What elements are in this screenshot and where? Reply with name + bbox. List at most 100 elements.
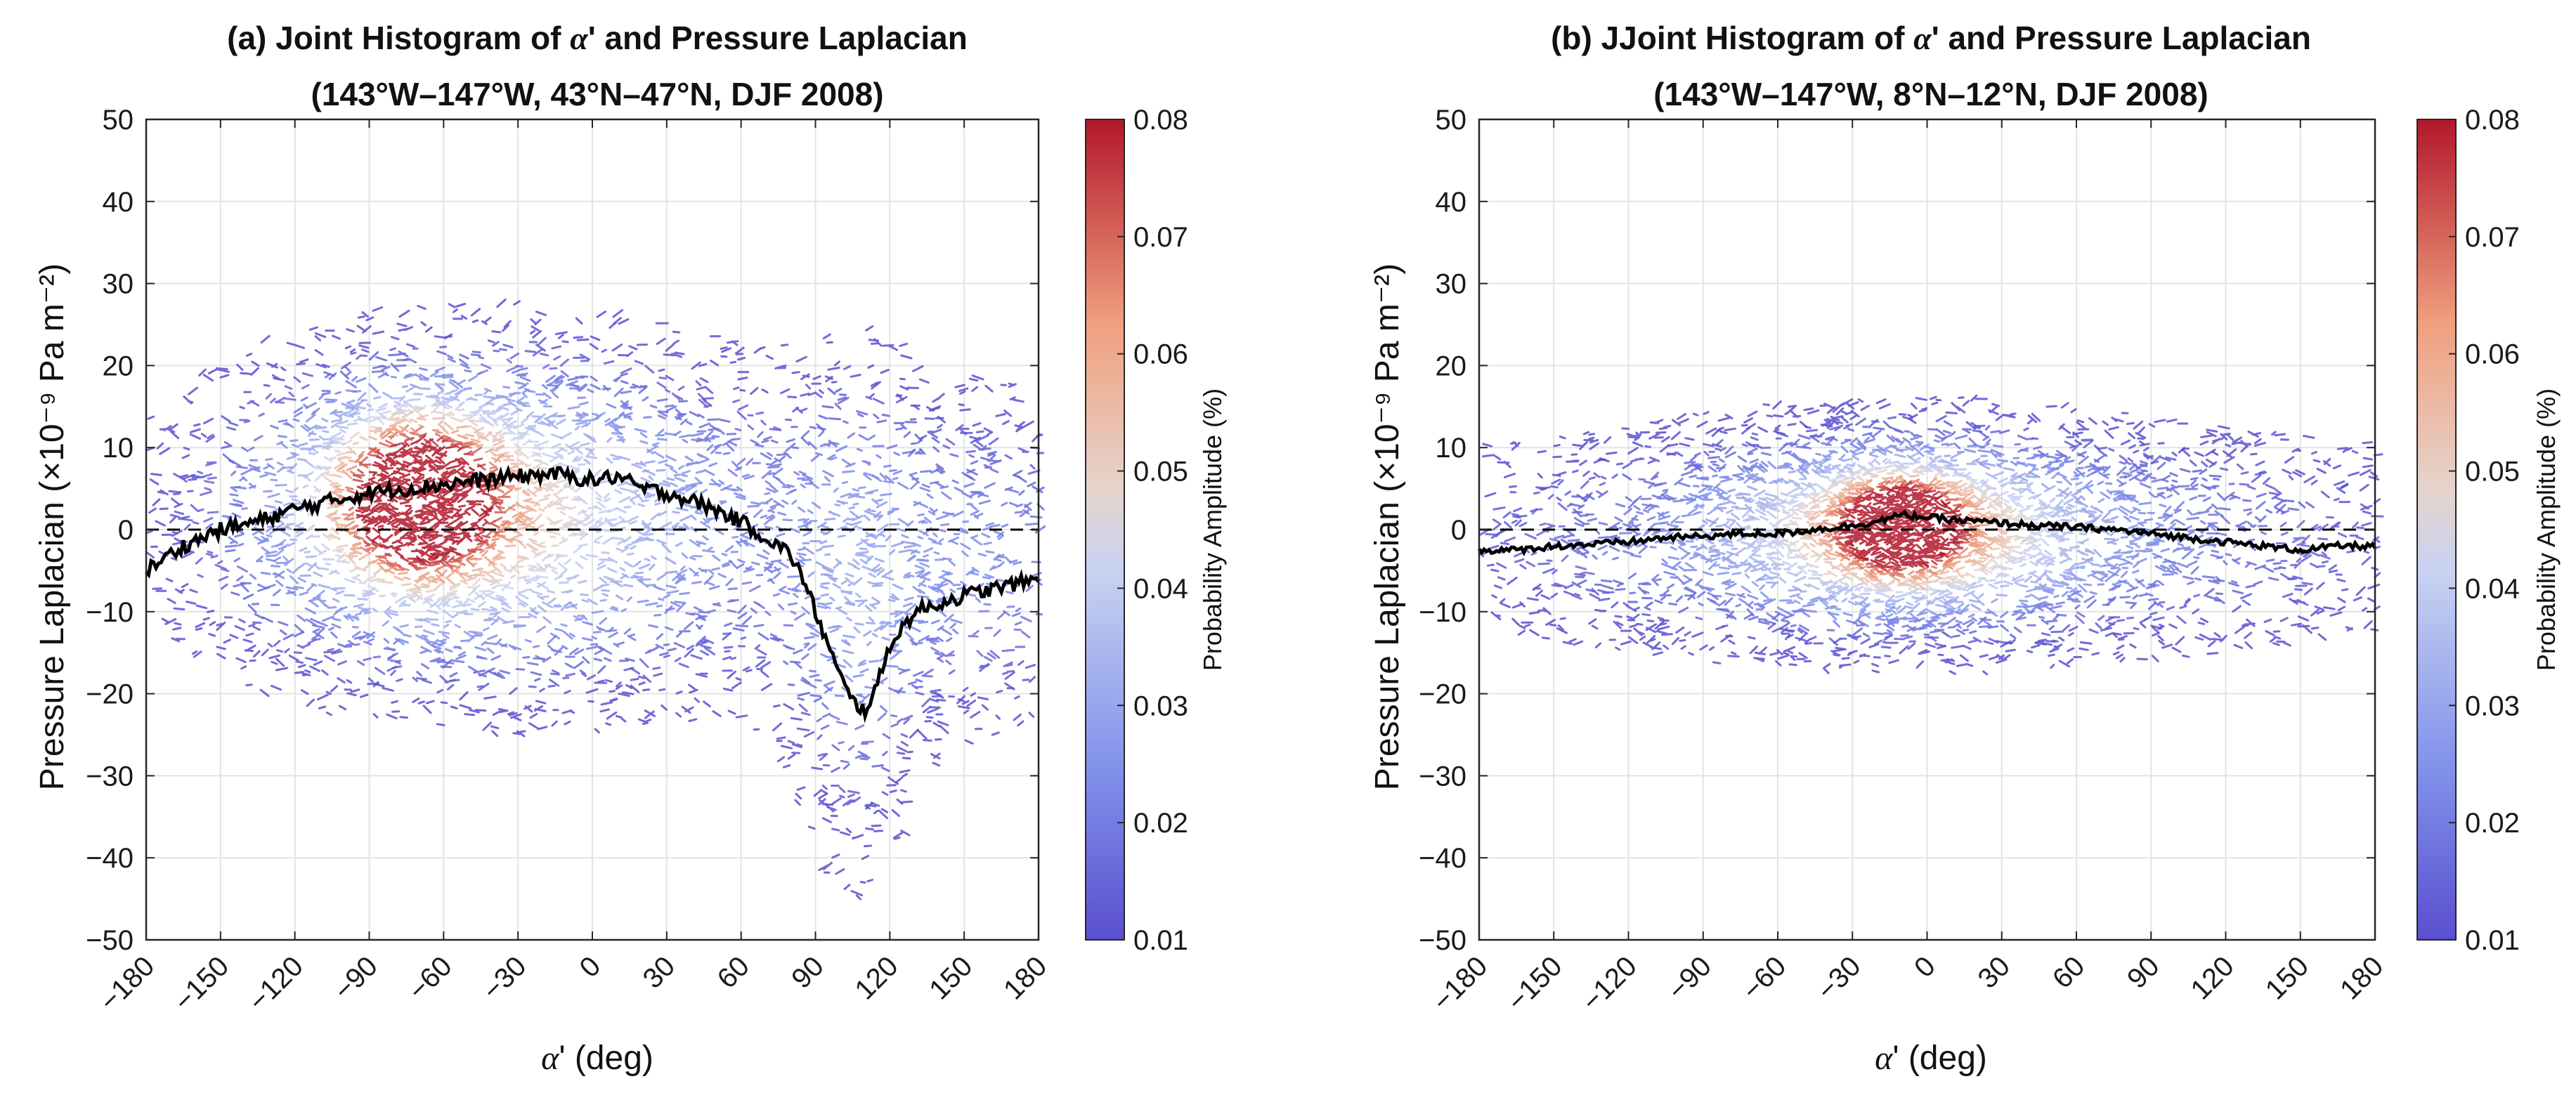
panel-a-xlabel: α' (deg) [541,1040,653,1077]
x-tick-label: −180 [94,950,161,1017]
x-tick-label: −150 [168,950,235,1017]
density-streaks [1971,536,1978,537]
y-tick-label: 40 [103,187,134,218]
panel-b-ylabel: Pressure Laplacian (×10⁻⁹ Pa m⁻²) [1369,263,1406,790]
density-streaks [1795,572,1801,575]
density-streaks [1883,567,1894,568]
density-streaks [561,512,564,514]
colorbar-tick-label: 0.08 [1133,105,1188,136]
density-streaks [1867,563,1873,564]
y-tick-label: −50 [86,925,134,956]
panel-b: (b) JJoint Histogram of α' and Pressure … [1369,20,2561,1077]
y-tick-label: −20 [1419,679,1466,710]
density-streaks [365,411,573,581]
density-streaks [2058,473,2066,477]
y-tick-label: −30 [1419,761,1466,792]
density-streaks [1743,497,2100,600]
density-streaks [299,377,1039,739]
x-tick-label: 60 [711,950,755,995]
density-streaks [1630,593,1635,594]
x-tick-label: −120 [1576,950,1643,1017]
panel-a-colorbar-ticks: 0.080.070.060.050.040.030.020.01 [1117,105,1188,956]
y-tick-label: −50 [1419,925,1466,956]
x-tick-label: 120 [2185,950,2240,1005]
density-streaks [471,609,479,610]
y-tick-label: 20 [1436,351,1467,381]
x-tick-label: −120 [242,950,309,1017]
density-streaks [516,539,522,542]
panel-b-colorbar-label: Probability Amplitude (%) [2532,388,2561,671]
density-streaks [452,551,460,555]
density-streaks [181,388,992,805]
panel-a-title: (a) Joint Histogram of α' and Pressure L… [227,20,968,56]
density-streaks [1849,568,1859,569]
panel-b-histogram [1480,395,2383,674]
density-streaks [2003,515,2009,516]
density-streaks [1939,554,1944,556]
density-streaks [483,523,486,525]
density-streaks [175,341,1028,804]
density-streaks [420,564,431,565]
x-tick-label: 90 [786,950,830,995]
density-streaks [433,418,444,419]
density-streaks [471,421,482,422]
colorbar-tick-label: 0.06 [1133,339,1188,370]
density-streaks [338,439,344,440]
x-tick-label: 30 [637,950,682,995]
density-streaks [490,463,495,467]
density-streaks [351,472,355,474]
density-streaks [358,470,363,473]
density-streaks [1825,558,1836,559]
y-tick-label: −10 [86,597,134,628]
y-tick-label: 10 [1436,433,1467,464]
x-tick-label: −60 [403,950,458,1006]
panel-a-colorbar [1086,119,1124,940]
panel-b-subtitle: (143°W–147°W, 8°N–12°N, DJF 2008) [1653,76,2209,112]
y-tick-label: 0 [1451,515,1466,546]
panel-b-xlabel: α' (deg) [1875,1040,1987,1077]
colorbar-tick-label: 0.01 [2465,925,2520,956]
density-streaks [651,513,659,531]
colorbar-tick-label: 0.08 [2465,105,2520,136]
density-streaks [393,429,403,432]
density-streaks [346,487,353,489]
density-streaks [371,455,378,456]
density-streaks [1948,469,1956,470]
colorbar-tick-label: 0.02 [2465,808,2520,839]
y-tick-label: 10 [103,433,134,464]
colorbar-tick-label: 0.06 [2465,339,2520,370]
x-tick-label: 90 [2121,950,2166,995]
x-tick-label: −90 [1662,950,1717,1006]
density-streaks [323,400,583,606]
density-streaks [1844,572,1849,576]
x-tick-label: −60 [1736,950,1792,1006]
density-streaks [491,580,501,581]
x-tick-label: −150 [1502,950,1568,1017]
density-streaks [410,562,420,563]
density-streaks [1928,570,2052,603]
density-streaks [493,539,499,540]
panel-b-title: (b) JJoint Histogram of α' and Pressure … [1551,20,2311,56]
x-tick-label: 150 [923,950,978,1005]
panel-a-subtitle: (143°W–147°W, 43°N–47°N, DJF 2008) [311,76,883,112]
density-streaks [208,355,998,759]
x-tick-label: 180 [998,950,1053,1005]
x-tick-label: −30 [1811,950,1867,1006]
density-streaks [631,546,635,549]
x-tick-label: 180 [2334,950,2389,1005]
panel-b-colorbar [2417,119,2456,940]
density-streaks [205,386,1026,727]
density-streaks [1904,618,1914,619]
x-tick-label: −90 [328,950,384,1006]
density-streaks [1823,520,1828,521]
colorbar-tick-label: 0.03 [1133,690,1188,721]
density-streaks [472,447,481,454]
density-streaks [630,500,635,504]
panel-a: (a) Joint Histogram of α' and Pressure L… [34,20,1227,1077]
y-tick-label: −40 [86,843,134,874]
colorbar-tick-label: 0.05 [2465,457,2520,487]
panel-a-ylabel: Pressure Laplacian (×10⁻⁹ Pa m⁻²) [34,263,71,790]
